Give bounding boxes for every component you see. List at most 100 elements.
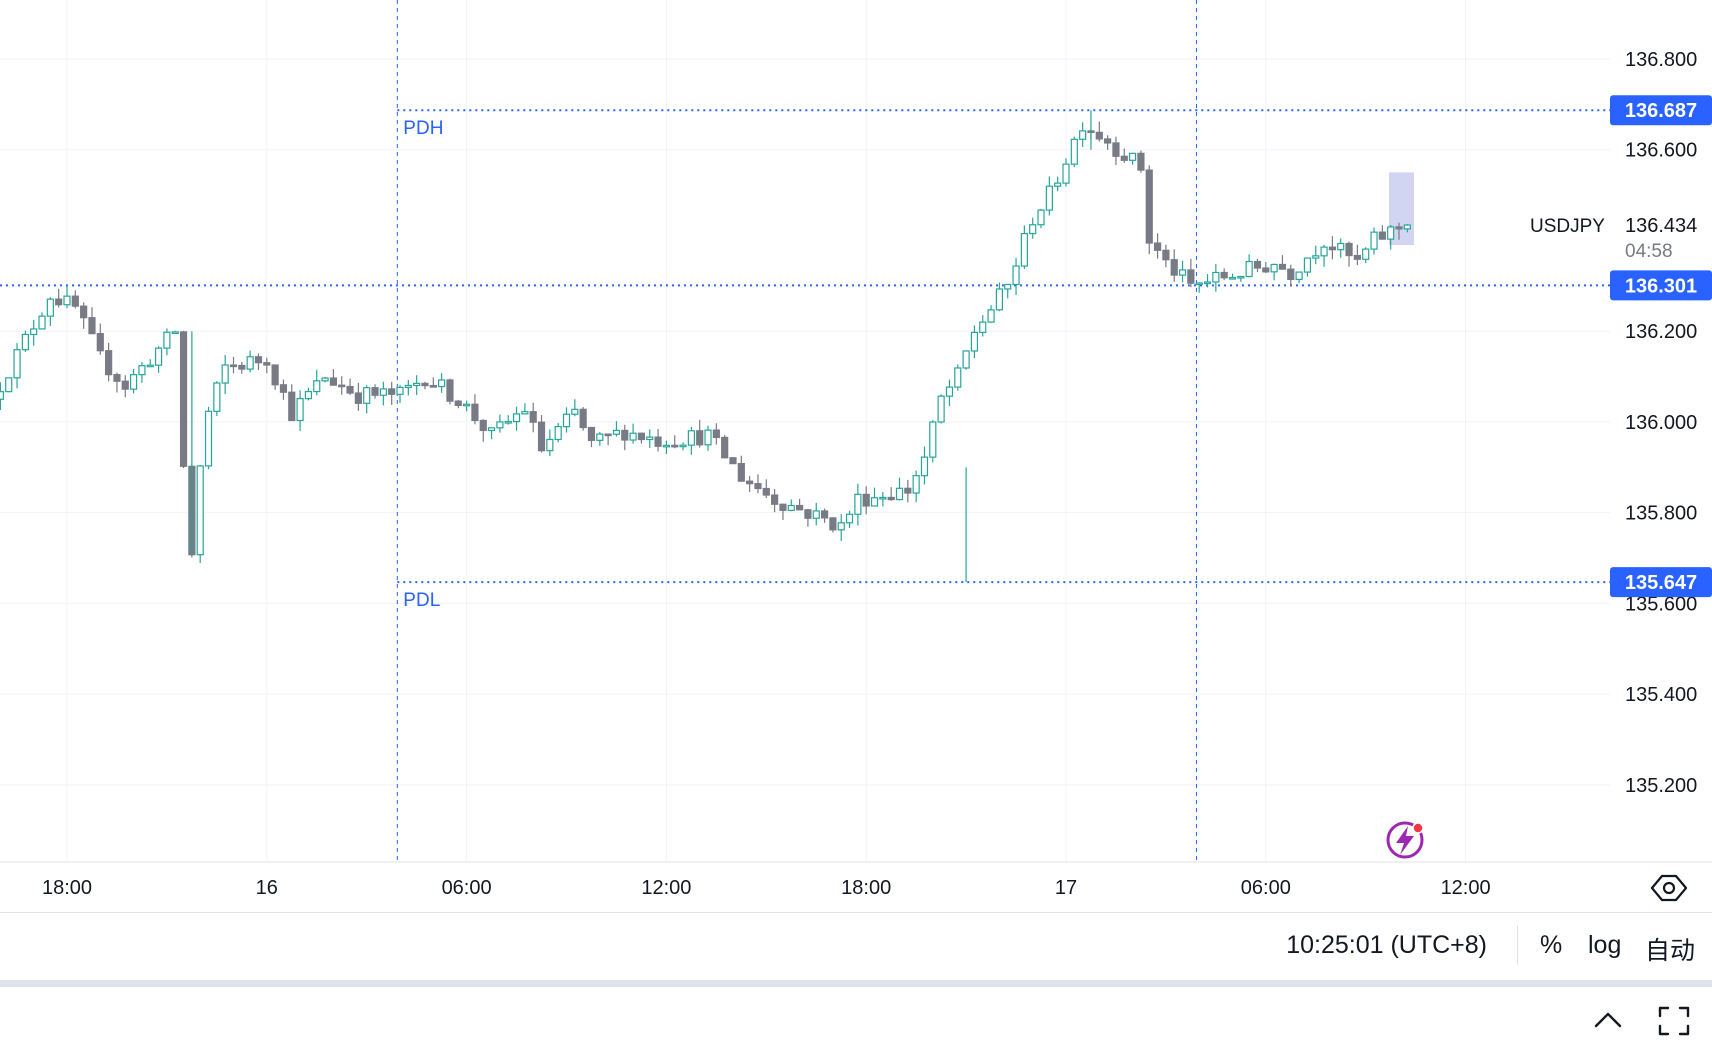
candle <box>762 479 770 499</box>
candle <box>820 508 829 523</box>
y-tick-label: 136.000 <box>1625 412 1697 434</box>
price-axis[interactable]: 136.800 136.600 136.200 136.000 135.800 135.6… <box>1625 49 1697 797</box>
candle <box>1353 244 1361 266</box>
candle <box>696 420 704 448</box>
candle <box>721 435 729 459</box>
y-tick-label: 135.800 <box>1625 503 1697 525</box>
candlesticks[interactable] <box>0 110 1411 583</box>
candle <box>80 302 88 329</box>
candle <box>854 483 862 526</box>
level-price-label: 136.301 <box>1625 275 1697 297</box>
candle <box>313 369 321 396</box>
candle <box>804 508 812 527</box>
candle <box>979 315 987 337</box>
candle <box>1395 222 1403 240</box>
candle <box>279 379 288 400</box>
level-price-badge <box>1610 95 1712 126</box>
candle <box>779 503 787 520</box>
candle <box>712 423 720 445</box>
price-badges: 136.687 136.301 135.647 136.434 <box>1610 95 1712 598</box>
candle <box>1403 223 1411 233</box>
candle <box>213 381 221 416</box>
panel-divider[interactable] <box>0 980 1712 987</box>
candle <box>1303 257 1312 277</box>
candle <box>1004 283 1012 299</box>
candle <box>354 382 362 411</box>
candle <box>130 369 138 394</box>
candle <box>96 323 104 355</box>
candle <box>105 342 113 382</box>
candle <box>970 325 979 359</box>
candle <box>88 307 96 335</box>
gear-icon[interactable] <box>1650 874 1688 902</box>
candle <box>654 428 662 452</box>
candle <box>1062 158 1070 187</box>
candle <box>629 423 637 444</box>
candle <box>46 297 54 326</box>
candle <box>1262 261 1270 274</box>
candle <box>1203 274 1212 288</box>
candle <box>1128 152 1137 165</box>
candle <box>179 330 188 469</box>
candle <box>1012 257 1020 295</box>
candle <box>729 457 737 465</box>
candle <box>121 375 129 398</box>
fullscreen-icon[interactable] <box>1654 1002 1694 1038</box>
candle <box>296 390 304 432</box>
candle <box>5 377 13 393</box>
time-axis[interactable]: 18:00 16 06:00 12:00 18:00 17 06:00 12:00 <box>42 877 1491 899</box>
chart-grid <box>0 0 1610 862</box>
candle <box>995 282 1004 312</box>
lightning-icon[interactable] <box>1386 821 1424 859</box>
candle <box>21 330 29 352</box>
candle <box>471 394 479 425</box>
candle <box>13 343 21 389</box>
candle <box>596 432 604 446</box>
candle <box>1287 264 1295 287</box>
candle <box>304 387 313 401</box>
candle <box>288 384 296 422</box>
candle <box>1253 258 1262 273</box>
candle <box>612 421 621 437</box>
y-tick-label: 135.200 <box>1625 775 1697 797</box>
x-tick-label: 18:00 <box>841 877 891 899</box>
candle <box>1320 244 1328 267</box>
candle <box>1337 238 1345 258</box>
percent-toggle[interactable]: % <box>1540 931 1563 959</box>
chevron-up-icon[interactable] <box>1588 1002 1628 1038</box>
candle <box>371 384 379 399</box>
auto-scale-toggle[interactable]: 自动 <box>1645 937 1696 965</box>
candle <box>254 353 263 370</box>
candle <box>662 440 671 454</box>
y-tick-label: 136.800 <box>1625 49 1697 71</box>
candle <box>945 379 954 407</box>
candle <box>671 435 679 449</box>
candle <box>754 474 762 494</box>
candle <box>679 442 687 451</box>
candle <box>862 486 870 515</box>
candle <box>1212 263 1220 292</box>
candle <box>421 381 429 390</box>
candle <box>454 399 462 409</box>
candle <box>937 394 945 424</box>
candle <box>1220 268 1228 281</box>
candle <box>1278 255 1287 270</box>
log-toggle[interactable]: log <box>1588 931 1622 959</box>
x-tick-label: 12:00 <box>641 877 691 899</box>
level-price-label: 136.687 <box>1625 100 1697 122</box>
bar-countdown: 04:58 <box>1625 241 1673 262</box>
candle <box>521 403 529 415</box>
candle <box>1070 136 1078 168</box>
x-tick-label: 16 <box>256 877 278 899</box>
price-chart[interactable]: PDH PDL 136.800 136.600 136.200 136.000 135.8… <box>0 0 1712 912</box>
y-tick-label: 135.600 <box>1625 593 1697 615</box>
candle <box>929 420 937 463</box>
candle <box>38 312 46 330</box>
candle <box>1045 176 1053 216</box>
candle <box>621 424 629 451</box>
candle <box>554 423 562 443</box>
candle <box>571 399 579 417</box>
x-tick-label: 17 <box>1055 877 1077 899</box>
candle <box>246 350 254 373</box>
candle <box>1170 249 1178 282</box>
